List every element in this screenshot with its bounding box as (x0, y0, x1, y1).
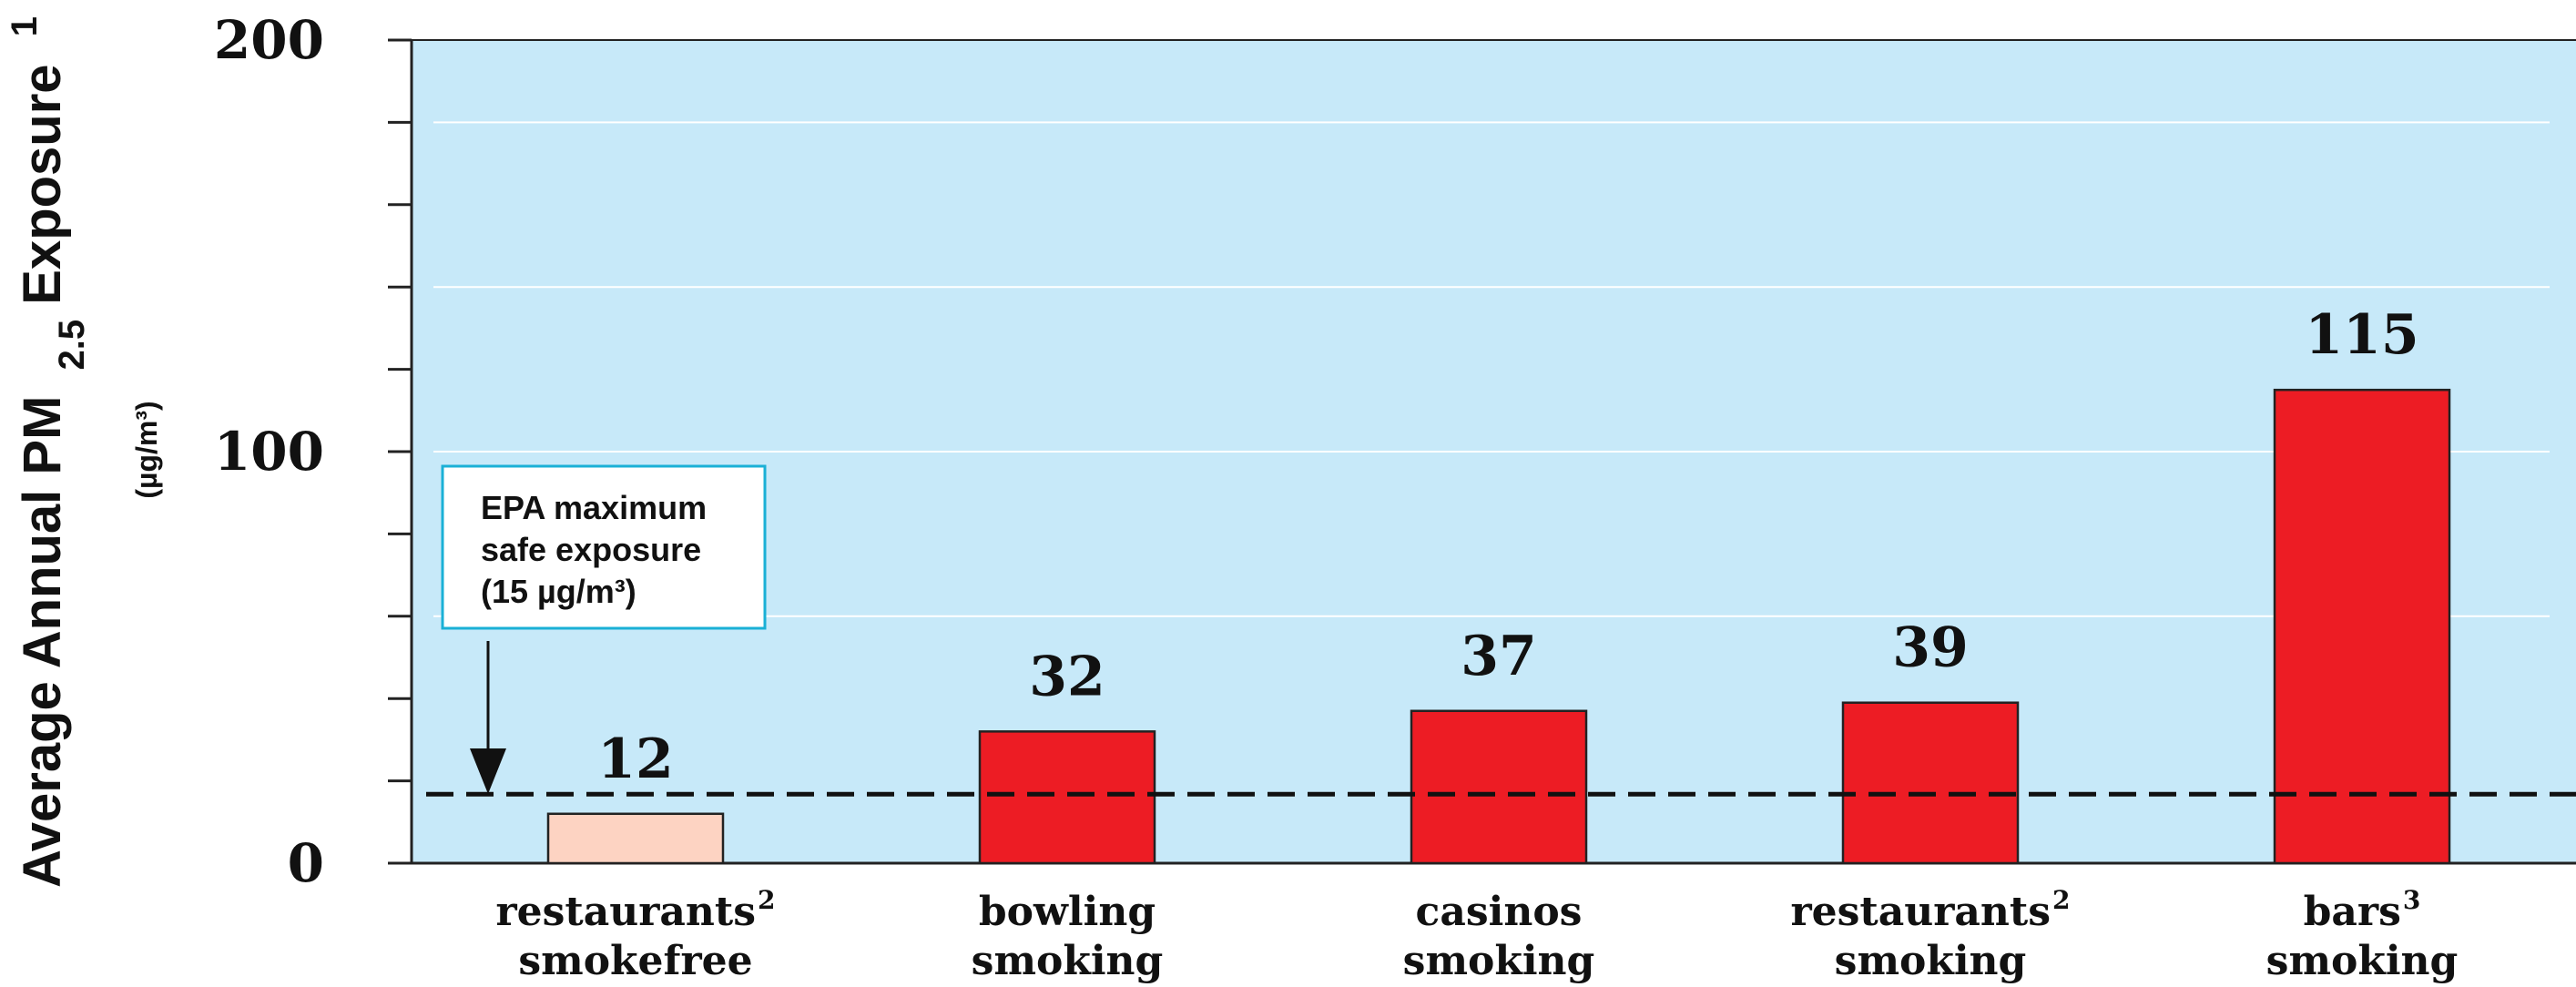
category-label-3-line1: restaurants2 (1790, 885, 2070, 935)
y-axis-title-subscript: 2.5 (52, 320, 92, 371)
y-axis-title: Average Annual PM 2.5 Exposure 1 (5, 16, 96, 888)
category-label-3-superscript: 2 (2052, 885, 2070, 915)
epa-annotation-line-2: (15 µg/m³) (481, 573, 636, 610)
data-label-1: 32 (1029, 645, 1105, 708)
bars (546, 388, 2451, 865)
bar-2 (1410, 709, 1588, 865)
category-label-2-line1: casinos (1416, 889, 1583, 935)
y-axis-title-after: Exposure (13, 64, 72, 304)
category-label-1-line2: smoking (972, 938, 1164, 984)
bar-4 (2273, 388, 2451, 865)
epa-annotation-box (441, 464, 767, 630)
category-label-4-line1: bars3 (2304, 885, 2421, 935)
category-label-2-line2: smoking (1403, 938, 1595, 984)
category-label-3-line2: smoking (1835, 938, 2027, 984)
data-label-2: 37 (1461, 625, 1537, 688)
bar-0 (546, 812, 725, 865)
y-axis-title-main: Average Annual PM (13, 396, 72, 888)
y-tick-label-100: 100 (214, 421, 324, 483)
category-label-0-line2: smokefree (518, 938, 752, 984)
epa-annotation-line-0: EPA maximum (481, 489, 707, 526)
y-axis-unit: (µg/m³) (130, 401, 163, 498)
epa-arrow-head (470, 748, 506, 794)
bar-1 (978, 730, 1156, 865)
y-axis-title-superscript: 1 (5, 16, 45, 36)
bar-3 (1841, 701, 2020, 865)
category-label-4-line2: smoking (2266, 938, 2459, 984)
category-label-0-line1: restaurants2 (495, 885, 775, 935)
y-tick-label-0: 0 (288, 832, 324, 894)
reference-line-group: EPA maximum safe exposure (15 µg/m³) (426, 464, 2576, 797)
category-label-0-superscript: 2 (758, 885, 775, 915)
category-label-4-text: bars (2304, 889, 2401, 935)
category-label-0-text: restaurants (495, 889, 756, 935)
category-label-1-line1: bowling (979, 889, 1156, 935)
category-label-2-text: casinos (1416, 889, 1583, 935)
labels: 12restaurants2smokefree32bowlingsmoking3… (495, 303, 2458, 984)
data-label-0: 12 (597, 728, 674, 791)
data-label-3: 39 (1892, 616, 1969, 680)
category-label-3-text: restaurants (1790, 889, 2051, 935)
category-label-1-text: bowling (979, 889, 1156, 935)
category-label-4-superscript: 3 (2403, 885, 2420, 915)
data-label-4: 115 (2305, 303, 2418, 367)
epa-annotation-line-1: safe exposure (481, 531, 701, 568)
y-tick-label-200: 200 (214, 9, 324, 71)
y-axis: 0 100 200 (214, 9, 2576, 894)
